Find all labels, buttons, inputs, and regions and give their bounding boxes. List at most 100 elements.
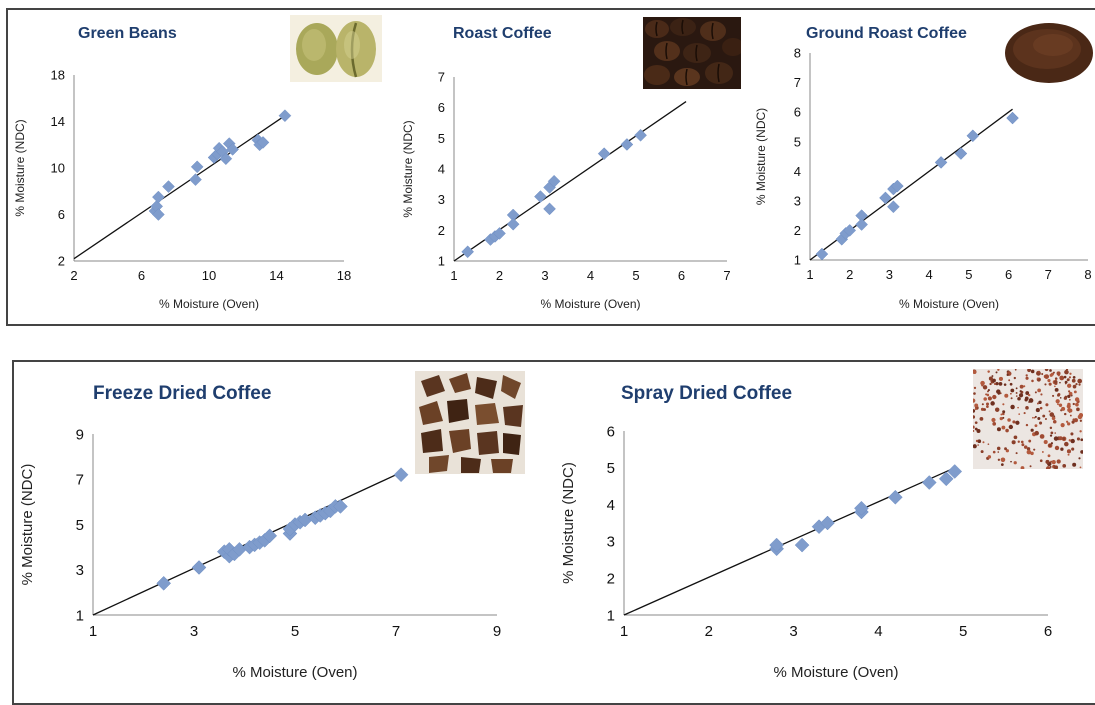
roast-coffee-y-tick-label: 2 (438, 223, 445, 238)
roast-coffee-data-point (634, 128, 647, 142)
green-beans-photo (290, 15, 382, 82)
freeze-dried-coffee-x-tick-label: 1 (89, 623, 97, 640)
roast-coffee-data-point (506, 217, 520, 231)
roast-coffee-data-point (461, 245, 475, 259)
roast-coffee-data-point (547, 174, 561, 188)
green-beans-y-tick-label: 2 (58, 254, 65, 269)
roast-coffee-x-axis-label: % Moisture (Oven) (540, 297, 640, 311)
ground-roast-photo (1003, 15, 1095, 89)
roast-coffee-title: Roast Coffee (453, 25, 552, 42)
chart-roast-coffee: Roast Coffee 1 2 3 4 5 6 7 1 2 3 4 5 6 7 % Moisture (Ov… (401, 25, 731, 311)
roast-coffee-y-tick-label: 7 (438, 70, 445, 85)
ground-roast-coffee-x-tick-label: 2 (846, 267, 853, 282)
ground-roast-coffee-x-tick-label: 4 (926, 267, 933, 282)
roast-coffee-x-tick-label: 1 (450, 268, 457, 283)
ground-roast-coffee-data-point (887, 200, 900, 214)
spray-dried-coffee-x-axis-label: % Moisture (Oven) (773, 664, 898, 681)
roast-coffee-photo (643, 17, 741, 89)
freeze-dried-coffee-data-point (262, 528, 278, 544)
green-beans-data-point (256, 136, 270, 149)
freeze-dried-coffee-data-point (333, 499, 348, 514)
freeze-dried-photo (415, 371, 525, 474)
roast-coffee-data-point (620, 138, 634, 151)
ground-roast-coffee-y-tick-label: 2 (794, 223, 801, 238)
roast-coffee-y-axis-label: % Moisture (NDC) (401, 120, 415, 217)
spray-dried-coffee-x-tick-label: 2 (705, 623, 713, 640)
green-beans-y-tick-label: 6 (58, 207, 65, 222)
spray-dried-coffee-title: Spray Dried Coffee (621, 383, 792, 404)
roast-coffee-x-tick-label: 5 (632, 268, 639, 283)
chart-spray-dried-coffee: Spray Dried Coffee 1 2 3 4 5 6 1 2 3 4 5 6 % Moisture… (560, 383, 1052, 681)
spray-dried-coffee-fit-line (623, 467, 955, 616)
spray-dried-coffee-y-axis-label: % Moisture (NDC) (560, 462, 577, 584)
freeze-dried-coffee-x-tick-label: 3 (190, 623, 198, 640)
freeze-dried-coffee-x-tick-label: 5 (291, 623, 299, 640)
green-beans-data-point (190, 160, 204, 174)
ground-roast-coffee-data-point (891, 179, 904, 193)
roast-coffee-y-tick-label: 6 (438, 100, 445, 115)
spray-dried-coffee-x-tick-label: 3 (789, 623, 797, 640)
green-beans-data-point (189, 173, 202, 186)
spray-dried-coffee-x-tick-label: 1 (620, 623, 628, 640)
roast-coffee-y-tick-label: 1 (438, 254, 445, 269)
spray-dried-coffee-data-point (888, 489, 903, 505)
ground-roast-coffee-y-tick-label: 4 (794, 164, 801, 179)
spray-dried-photo (973, 369, 1083, 469)
roast-coffee-x-tick-label: 7 (723, 268, 730, 283)
freeze-dried-coffee-y-axis-label: % Moisture (NDC) (19, 464, 36, 586)
ground-roast-coffee-x-tick-label: 7 (1045, 267, 1052, 282)
freeze-dried-coffee-y-tick-label: 7 (76, 472, 84, 489)
green-beans-y-tick-label: 18 (51, 68, 65, 83)
spray-dried-coffee-x-tick-label: 6 (1044, 623, 1052, 640)
green-beans-x-tick-label: 14 (269, 268, 283, 283)
freeze-dried-coffee-y-tick-label: 5 (76, 517, 84, 534)
spray-dried-coffee-data-point (769, 537, 784, 553)
roast-coffee-x-tick-label: 3 (541, 268, 548, 283)
green-beans-fit-line (73, 115, 286, 260)
freeze-dried-coffee-y-tick-label: 9 (76, 426, 84, 443)
roast-coffee-x-tick-label: 2 (496, 268, 503, 283)
ground-roast-coffee-data-point (879, 191, 892, 205)
roast-coffee-data-point (597, 147, 611, 161)
green-beans-title: Green Beans (78, 25, 177, 42)
spray-dried-coffee-y-tick-label: 2 (607, 570, 615, 587)
ground-roast-coffee-y-tick-label: 6 (794, 105, 801, 120)
spray-dried-coffee-y-tick-label: 5 (607, 460, 615, 477)
spray-dried-coffee-x-tick-label: 5 (959, 623, 967, 640)
ground-roast-coffee-data-point (934, 156, 948, 169)
chart-freeze-dried-coffee: Freeze Dried Coffee 1 3 5 7 9 1 3 5 7 9 % Moisture … (19, 383, 501, 681)
ground-roast-coffee-x-tick-label: 8 (1084, 267, 1091, 282)
green-beans-x-tick-label: 10 (202, 268, 216, 283)
spray-dried-coffee-data-point (820, 515, 835, 531)
ground-roast-coffee-x-tick-label: 1 (806, 267, 813, 282)
green-beans-data-point (226, 143, 239, 156)
spray-dried-coffee-data-point (854, 500, 869, 516)
green-beans-x-tick-label: 2 (70, 268, 77, 283)
spray-dried-coffee-y-tick-label: 4 (607, 497, 615, 514)
green-beans-y-tick-label: 10 (51, 161, 65, 176)
ground-roast-coffee-data-point (843, 224, 857, 237)
roast-coffee-data-point (534, 190, 547, 203)
ground-roast-coffee-data-point (966, 129, 980, 143)
spray-dried-coffee-data-point (938, 471, 954, 487)
ground-roast-coffee-data-point (954, 147, 968, 160)
green-beans-x-axis-label: % Moisture (Oven) (159, 297, 259, 311)
ground-roast-coffee-x-tick-label: 6 (1005, 267, 1012, 282)
freeze-dried-coffee-x-tick-label: 9 (493, 623, 501, 640)
ground-roast-coffee-y-axis-label: % Moisture (NDC) (754, 108, 768, 205)
spray-dried-coffee-data-point (794, 537, 810, 553)
green-beans-data-point (152, 208, 165, 221)
freeze-dried-coffee-x-tick-label: 7 (392, 623, 400, 640)
green-beans-data-point (152, 190, 165, 204)
spray-dried-coffee-data-point (921, 475, 937, 490)
top-panel-frame (6, 8, 1095, 326)
ground-roast-coffee-y-tick-label: 5 (794, 134, 801, 149)
green-beans-y-tick-label: 14 (51, 114, 65, 129)
spray-dried-coffee-x-tick-label: 4 (874, 623, 882, 640)
green-beans-x-tick-label: 18 (337, 268, 351, 283)
ground-roast-coffee-y-tick-label: 1 (794, 253, 801, 268)
green-beans-data-point (162, 180, 175, 193)
ground-roast-coffee-y-tick-label: 3 (794, 193, 801, 208)
spray-dried-coffee-data-point (947, 464, 963, 479)
freeze-dried-coffee-title: Freeze Dried Coffee (93, 383, 271, 404)
